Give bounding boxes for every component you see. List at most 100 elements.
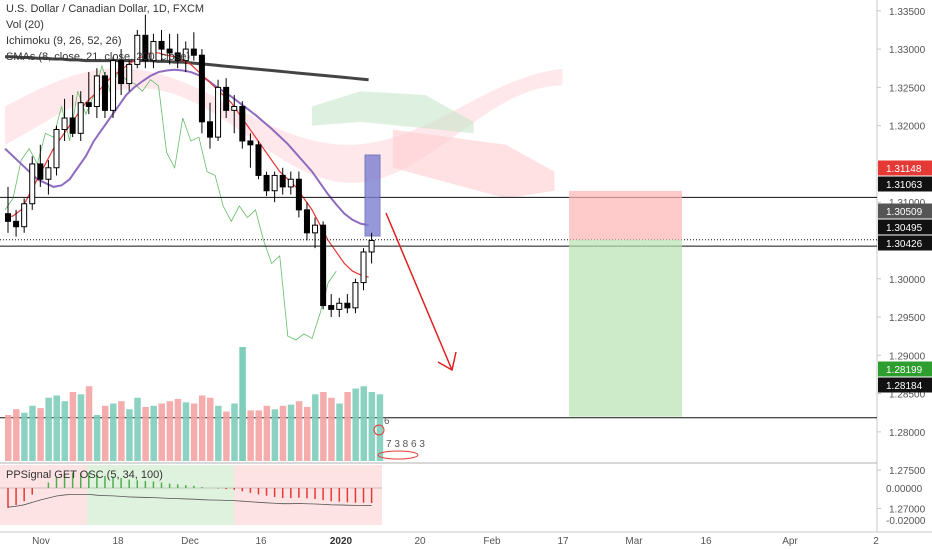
candle-body	[198, 54, 205, 123]
symbol-title[interactable]: U.S. Dollar / Canadian Dollar, 1D, FXCM	[6, 3, 205, 15]
time-tick-label: Apr	[782, 536, 798, 547]
time-tick-label: 20	[414, 536, 426, 547]
candle-body	[77, 102, 84, 134]
stop-zone	[569, 190, 682, 240]
candle-body	[263, 174, 270, 192]
forecast-arrow	[385, 212, 453, 371]
volume-bar	[223, 411, 230, 461]
volume-bar	[312, 394, 319, 461]
volume-bar	[198, 395, 206, 461]
volume-bar	[158, 403, 166, 461]
price-tick-label: 1.29500	[889, 313, 926, 324]
ichimoku-legend[interactable]: Ichimoku (9, 26, 52, 26)	[6, 35, 122, 47]
oscillator-legend[interactable]: PPSignal GET OSC (5, 34, 100)	[6, 469, 163, 481]
volume-bar	[101, 405, 109, 461]
candle-body	[328, 305, 335, 310]
chikou-span	[4, 64, 337, 341]
volume-bar	[37, 408, 44, 461]
candle-body	[231, 106, 238, 111]
candle-body	[101, 75, 108, 111]
candle-body	[158, 40, 165, 50]
candle-body	[118, 60, 125, 85]
volume-spike	[239, 347, 246, 461]
annotation-seq: 7 3 8 6 3	[386, 439, 425, 450]
candle-body	[37, 163, 44, 180]
osc-signal	[7, 493, 372, 508]
candle-body	[344, 302, 351, 309]
volume-bar	[142, 406, 149, 461]
osc-bg-red-2	[234, 465, 382, 525]
price-tick-label: 1.27500	[889, 466, 926, 477]
candle-body	[150, 40, 157, 62]
volume-bar	[344, 392, 351, 461]
target-zone	[569, 239, 682, 417]
candle-body	[13, 220, 20, 228]
volume-bar	[255, 410, 262, 461]
volume-bar	[215, 405, 222, 461]
osc-tick-label: -0.02000	[886, 516, 926, 527]
candle-body	[29, 163, 36, 205]
price-tag	[878, 219, 932, 235]
candle-body	[287, 178, 294, 188]
price-tick-label: 1.32000	[889, 122, 926, 133]
cloud-future-bull	[312, 91, 474, 134]
volume-bar	[368, 392, 376, 461]
volume-bar	[247, 410, 254, 461]
volume-bar	[166, 401, 174, 461]
candle-body	[69, 117, 76, 134]
volume-bar	[85, 386, 93, 461]
time-tick-label: 18	[112, 536, 124, 547]
volume-bar	[336, 403, 343, 461]
time-tick-label: 2	[873, 536, 879, 547]
price-tag-label: 1.28199	[886, 365, 923, 376]
vol-legend[interactable]: Vol (20)	[6, 19, 44, 31]
volume-bar	[231, 403, 238, 461]
volume-bar	[118, 401, 125, 461]
price-tag-label: 1.30509	[886, 207, 923, 218]
candle-body	[93, 75, 100, 108]
time-tick-label: 17	[557, 536, 569, 547]
volume-bar	[328, 397, 335, 461]
candle-body	[190, 48, 197, 56]
price-tag-label: 1.30426	[886, 239, 923, 250]
candle-body	[5, 213, 11, 222]
volume-bar	[376, 394, 384, 461]
volume-bar	[45, 397, 52, 461]
smas-legend[interactable]: SMAs (8, close, 21, close, 200, close)	[6, 51, 191, 63]
candle-body	[255, 144, 262, 176]
candle-body	[239, 106, 246, 142]
price-tick-label: 1.33000	[889, 45, 926, 56]
candle-body	[207, 121, 213, 138]
candle-body	[166, 48, 173, 54]
candle-body	[223, 86, 230, 111]
time-tick-label: 2020	[330, 536, 353, 547]
price-tick-label: 1.29000	[889, 351, 926, 362]
candle-body	[303, 209, 310, 234]
price-tag-label: 1.31148	[886, 164, 922, 175]
candle-body	[61, 117, 68, 130]
volume-bar	[352, 388, 359, 461]
candle-body	[134, 34, 141, 65]
volume-bar	[93, 415, 101, 461]
highlight-box	[364, 154, 381, 237]
candle-body	[215, 86, 222, 138]
candle-body	[110, 60, 117, 111]
time-tick-label: Nov	[32, 536, 50, 547]
volume-bar	[21, 412, 28, 461]
osc-bg-green	[87, 465, 234, 525]
volume-bar	[29, 405, 36, 461]
volume-bar	[295, 401, 303, 461]
volume-bar	[360, 386, 368, 461]
sma8-line	[4, 52, 369, 278]
volume-bar	[5, 415, 12, 461]
volume-bar	[134, 397, 141, 461]
time-tick-label: Feb	[483, 536, 501, 547]
price-tag-label: 1.30495	[886, 223, 923, 234]
candle-body	[174, 52, 181, 62]
annotation-six: 6	[384, 416, 390, 427]
volume-bar	[271, 409, 279, 461]
candle-body	[320, 224, 327, 307]
price-tag	[878, 176, 932, 192]
volume-bar	[53, 395, 60, 461]
